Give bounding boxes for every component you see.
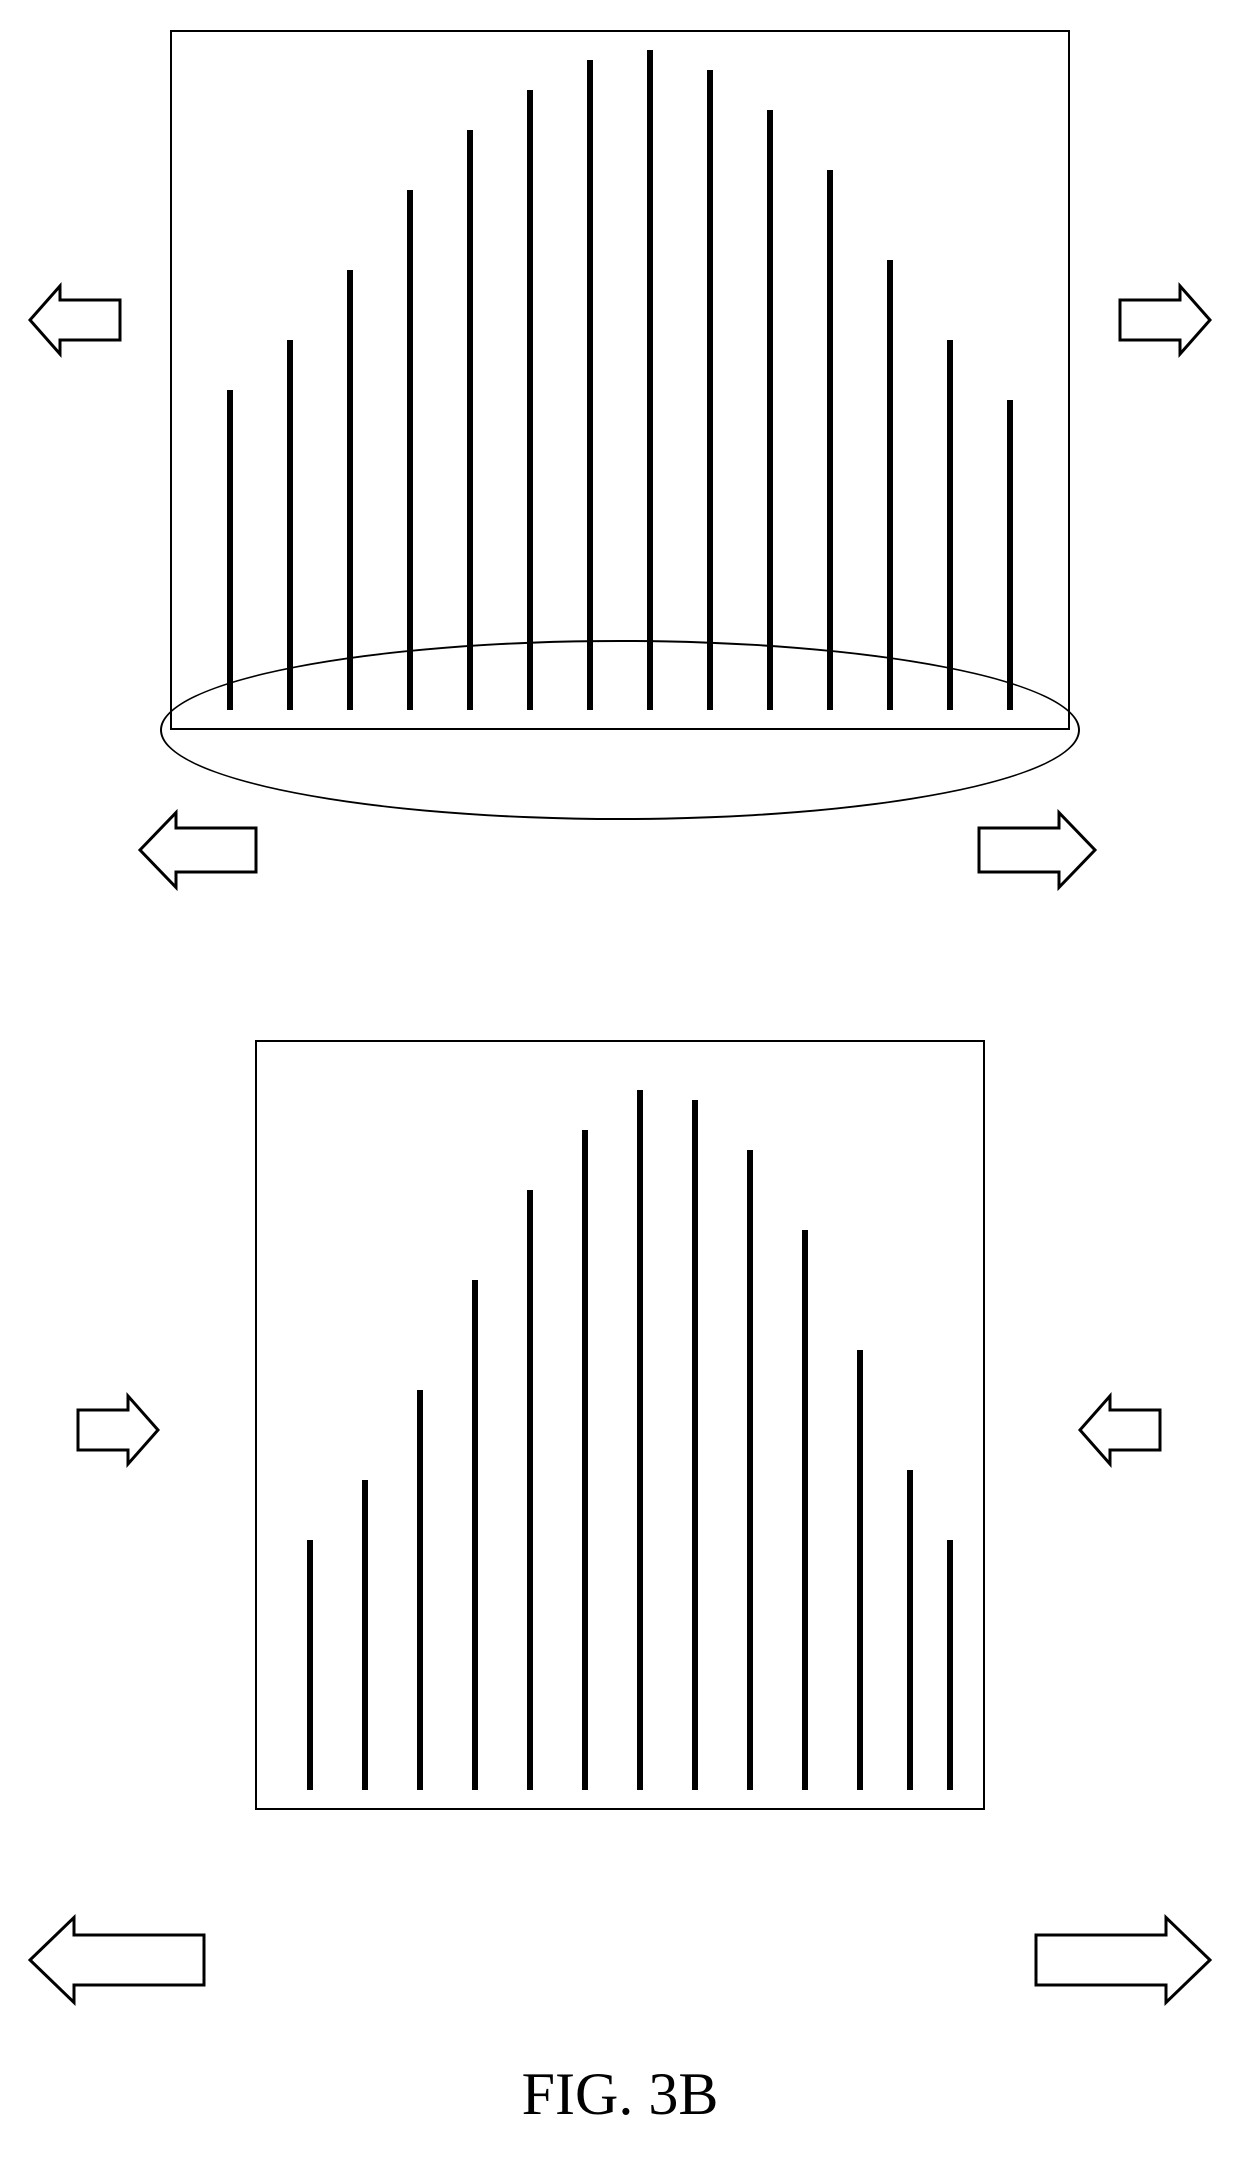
histogram-bar [587, 60, 593, 710]
panel-top-highlight-ellipse [160, 640, 1080, 820]
histogram-bar [527, 90, 533, 710]
histogram-bar [637, 1090, 643, 1790]
arrow-left-icon [30, 1918, 204, 2003]
figure-page: FIG. 3B [0, 0, 1240, 2166]
histogram-bar [467, 130, 473, 710]
histogram-bar [692, 1100, 698, 1790]
arrow-right-icon [979, 813, 1095, 888]
arrow-left-icon [1080, 1396, 1160, 1464]
histogram-bar [347, 270, 353, 710]
histogram-bar [362, 1480, 368, 1790]
arrow-right-icon [1036, 1918, 1210, 2003]
histogram-bar [887, 260, 893, 710]
arrow-right-icon [1120, 286, 1210, 354]
panel-top [170, 30, 1070, 730]
arrow-left-icon [140, 813, 256, 888]
histogram-bar [407, 190, 413, 710]
histogram-bar [947, 340, 953, 710]
arrow-left-icon [30, 286, 120, 354]
histogram-bar [747, 1150, 753, 1790]
histogram-bar [707, 70, 713, 710]
histogram-bar [907, 1470, 913, 1790]
arrow-right-icon [78, 1396, 158, 1464]
histogram-bar [527, 1190, 533, 1790]
histogram-bar [857, 1350, 863, 1790]
panel-bottom [255, 1040, 985, 1810]
histogram-bar [802, 1230, 808, 1790]
histogram-bar [947, 1540, 953, 1790]
histogram-bar [307, 1540, 313, 1790]
histogram-bar [227, 390, 233, 710]
panel-top-border [170, 30, 1070, 730]
histogram-bar [287, 340, 293, 710]
histogram-bar [472, 1280, 478, 1790]
histogram-bar [767, 110, 773, 710]
histogram-bar [1007, 400, 1013, 710]
histogram-bar [647, 50, 653, 710]
histogram-bar [417, 1390, 423, 1790]
histogram-bar [582, 1130, 588, 1790]
figure-caption: FIG. 3B [0, 2060, 1240, 2129]
histogram-bar [827, 170, 833, 710]
